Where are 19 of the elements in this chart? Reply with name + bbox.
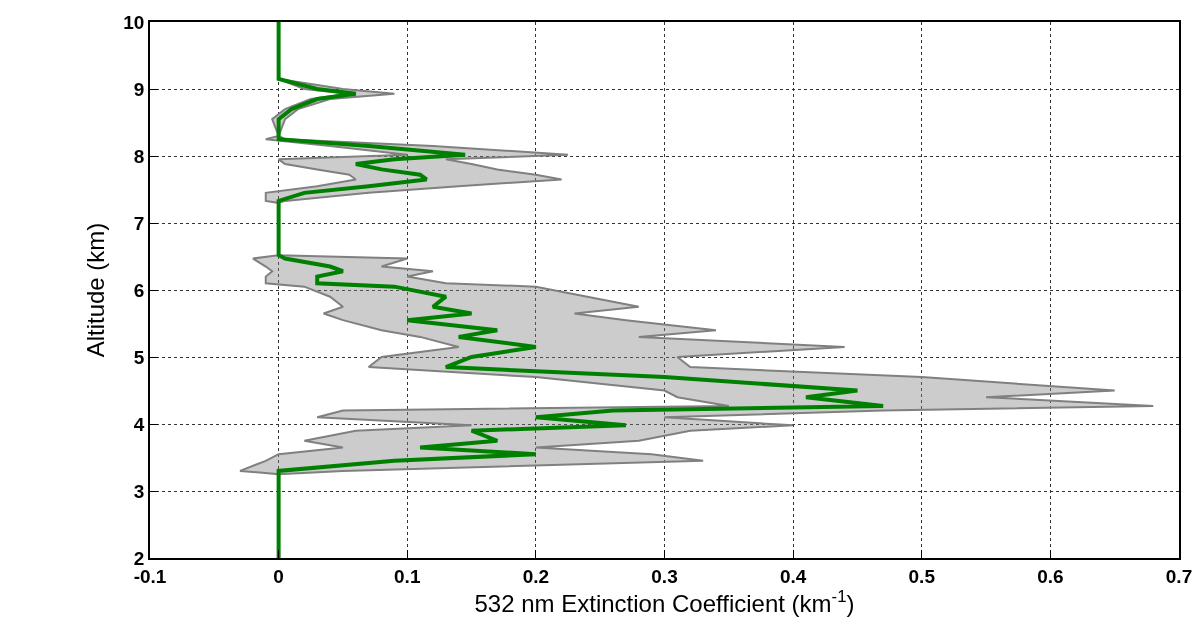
y-tick-label: 5 [133, 346, 145, 368]
x-tick-label: 0.1 [394, 565, 421, 587]
y-axis-title: Altitude (km) [81, 222, 109, 358]
y-tick-label: 3 [133, 480, 145, 502]
y-tick-label: 9 [133, 78, 145, 100]
x-tick-label: 0.4 [779, 565, 807, 587]
y-tick-label: 8 [133, 145, 145, 167]
x-tick-label: 0.7 [1165, 565, 1193, 587]
x-axis-title: 532 nm Extinction Coefficient (km$^{-1}$) [474, 586, 855, 617]
y-tick-label: 10 [123, 11, 145, 33]
x-tick-label: 0.6 [1037, 565, 1064, 587]
y-tick-label: 7 [133, 212, 145, 234]
y-tick-label: 4 [133, 413, 145, 435]
line-series [276, 22, 886, 558]
x-tick-label: 0.3 [651, 565, 678, 587]
x-tick-label: 0.5 [908, 565, 936, 587]
x-tick-label: 0.2 [522, 565, 550, 587]
x-tick-label: 0 [273, 565, 284, 587]
y-tick-label: 6 [133, 279, 145, 301]
